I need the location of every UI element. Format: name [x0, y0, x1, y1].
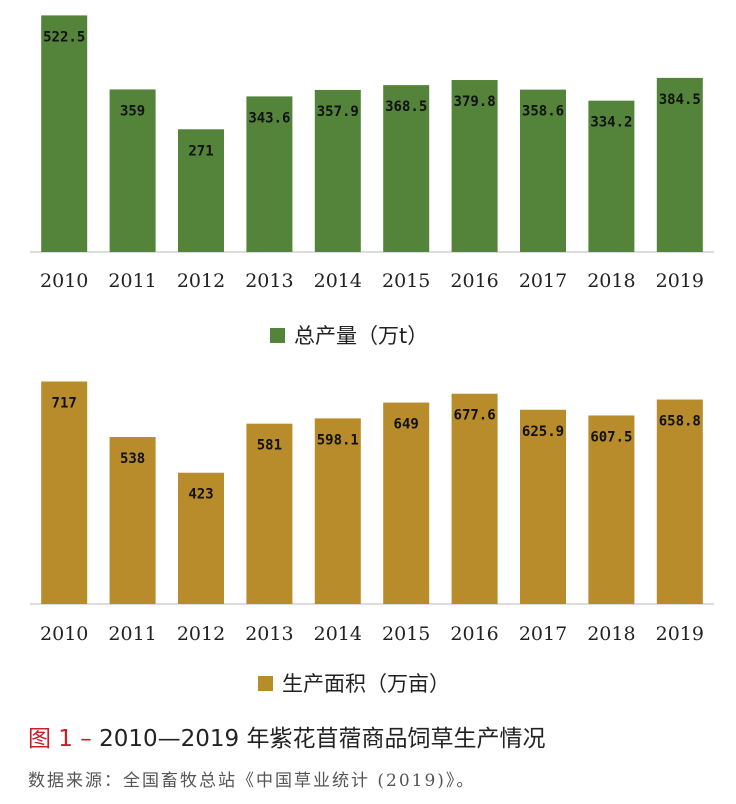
- bar-2015: [383, 85, 430, 252]
- bar-2015: [383, 402, 430, 604]
- bar-2010: [41, 15, 88, 253]
- legend: 总产量（万t）: [270, 324, 428, 348]
- x-tick-label: 2019: [656, 623, 704, 645]
- data-label: 271: [188, 143, 213, 159]
- data-label: 334.2: [590, 115, 632, 131]
- bar-2012: [178, 472, 224, 604]
- x-tick-label: 2019: [656, 270, 704, 292]
- x-tick-label: 2016: [450, 270, 498, 292]
- bar-2016: [451, 393, 498, 604]
- figure-label: 图 1 –: [28, 726, 92, 752]
- x-tick-label: 2018: [587, 270, 635, 292]
- bar-2019: [656, 399, 703, 604]
- bar-2017: [520, 89, 566, 252]
- x-tick-label: 2010: [40, 270, 88, 292]
- legend-label: 总产量（万t）: [294, 324, 428, 348]
- legend-swatch: [258, 676, 273, 691]
- data-label: 677.6: [454, 408, 496, 424]
- bar-2012: [178, 129, 224, 252]
- data-label: 358.6: [522, 104, 564, 120]
- bar-2013: [246, 423, 293, 604]
- x-tick-label: 2014: [314, 623, 362, 645]
- data-label: 522.5: [43, 29, 85, 45]
- legend: 生产面积（万亩）: [258, 672, 450, 696]
- x-tick-label: 2016: [450, 623, 498, 645]
- x-tick-label: 2017: [519, 270, 567, 292]
- bar-chart-2: 717 2010 538 2011 423 2012 581 2013 598.1 2014 649…: [30, 381, 714, 696]
- source-note: 数据来源：全国畜牧总站《中国草业统计 (2019)》。: [28, 771, 476, 791]
- data-label: 379.8: [454, 94, 496, 110]
- bar-chart-1: 522.5 2010 359 2011 271 2012 343.6 2013 357.9 201…: [30, 15, 714, 348]
- x-tick-label: 2014: [314, 270, 362, 292]
- bar-2018: [588, 415, 635, 604]
- x-tick-label: 2018: [587, 623, 635, 645]
- data-label: 607.5: [590, 429, 632, 445]
- legend-label: 生产面积（万亩）: [282, 672, 450, 696]
- x-tick-label: 2013: [245, 270, 293, 292]
- data-label: 423: [188, 487, 213, 503]
- bar-2014: [314, 89, 361, 253]
- x-tick-label: 2015: [382, 623, 430, 645]
- data-label: 658.8: [659, 414, 701, 430]
- x-tick-label: 2011: [108, 270, 156, 292]
- figure-charts: 522.5 2010 359 2011 271 2012 343.6 2013 357.9 201…: [30, 15, 714, 696]
- bar-2011: [109, 89, 156, 252]
- bar-2019: [656, 77, 703, 252]
- bar-2010: [41, 381, 88, 604]
- x-tick-label: 2011: [108, 623, 156, 645]
- bar-2016: [451, 80, 498, 252]
- bar-2017: [520, 409, 566, 604]
- legend-swatch: [270, 328, 285, 343]
- x-tick-label: 2013: [245, 623, 293, 645]
- x-tick-label: 2015: [382, 270, 430, 292]
- bar-2014: [314, 418, 361, 604]
- x-tick-label: 2010: [40, 623, 88, 645]
- data-label: 649: [394, 417, 419, 433]
- data-label: 581: [257, 438, 282, 454]
- figure-caption-text: 2010—2019 年紫花苜蓿商品饲草生产情况: [91, 726, 546, 752]
- data-label: 538: [120, 451, 145, 467]
- data-label: 343.6: [248, 110, 290, 126]
- bar-2011: [109, 437, 156, 604]
- figure-caption: 图 1 – 2010—2019 年紫花苜蓿商品饲草生产情况: [28, 724, 545, 754]
- data-label: 368.5: [385, 99, 427, 115]
- x-tick-label: 2017: [519, 623, 567, 645]
- bar-2013: [246, 96, 293, 252]
- data-label: 359: [120, 103, 145, 119]
- data-label: 357.9: [317, 104, 359, 120]
- bar-2018: [588, 100, 635, 252]
- data-label: 717: [52, 395, 77, 411]
- data-label: 625.9: [522, 424, 564, 440]
- data-label: 384.5: [659, 92, 701, 108]
- x-tick-label: 2012: [177, 623, 225, 645]
- data-label: 598.1: [317, 432, 359, 448]
- x-tick-label: 2012: [177, 270, 225, 292]
